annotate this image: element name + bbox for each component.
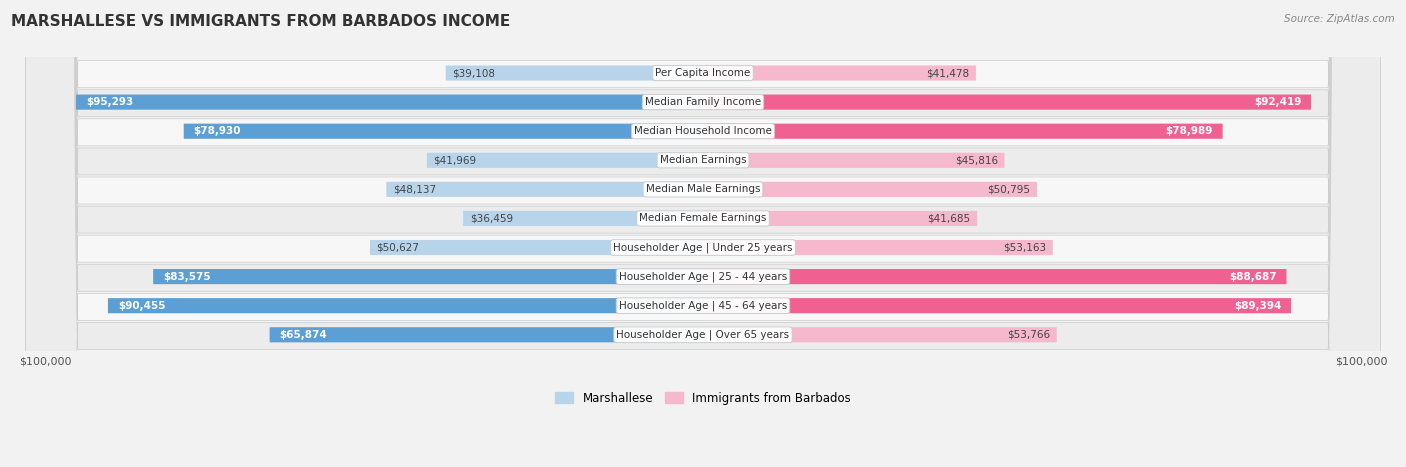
FancyBboxPatch shape [25,0,1381,467]
FancyBboxPatch shape [703,327,1057,342]
Text: Per Capita Income: Per Capita Income [655,68,751,78]
Text: $88,687: $88,687 [1229,272,1277,282]
FancyBboxPatch shape [25,0,1381,467]
FancyBboxPatch shape [25,0,1381,467]
FancyBboxPatch shape [25,0,1381,467]
Text: $83,575: $83,575 [163,272,211,282]
Text: $41,478: $41,478 [927,68,969,78]
Text: $90,455: $90,455 [118,301,166,311]
Text: Householder Age | Under 25 years: Householder Age | Under 25 years [613,242,793,253]
Text: Householder Age | Over 65 years: Householder Age | Over 65 years [616,330,790,340]
Text: $78,989: $78,989 [1166,126,1213,136]
FancyBboxPatch shape [703,211,977,226]
Text: $89,394: $89,394 [1234,301,1281,311]
FancyBboxPatch shape [108,298,703,313]
FancyBboxPatch shape [703,65,976,81]
Text: $50,795: $50,795 [987,184,1031,194]
FancyBboxPatch shape [270,327,703,342]
Text: $50,627: $50,627 [377,242,419,253]
FancyBboxPatch shape [703,298,1291,313]
Text: Median Family Income: Median Family Income [645,97,761,107]
FancyBboxPatch shape [703,153,1004,168]
FancyBboxPatch shape [703,182,1038,197]
FancyBboxPatch shape [703,269,1286,284]
FancyBboxPatch shape [25,0,1381,467]
FancyBboxPatch shape [25,0,1381,467]
Text: $41,685: $41,685 [928,213,970,223]
FancyBboxPatch shape [463,211,703,226]
Text: $39,108: $39,108 [453,68,495,78]
FancyBboxPatch shape [703,94,1310,110]
FancyBboxPatch shape [25,0,1381,467]
Text: $36,459: $36,459 [470,213,513,223]
Text: Householder Age | 45 - 64 years: Householder Age | 45 - 64 years [619,300,787,311]
FancyBboxPatch shape [25,0,1381,467]
Text: MARSHALLESE VS IMMIGRANTS FROM BARBADOS INCOME: MARSHALLESE VS IMMIGRANTS FROM BARBADOS … [11,14,510,29]
FancyBboxPatch shape [153,269,703,284]
FancyBboxPatch shape [427,153,703,168]
Text: $92,419: $92,419 [1254,97,1301,107]
FancyBboxPatch shape [184,124,703,139]
Text: $41,969: $41,969 [433,155,477,165]
FancyBboxPatch shape [446,65,703,81]
Legend: Marshallese, Immigrants from Barbados: Marshallese, Immigrants from Barbados [551,387,855,410]
FancyBboxPatch shape [76,94,703,110]
Text: $78,930: $78,930 [194,126,240,136]
Text: Median Male Earnings: Median Male Earnings [645,184,761,194]
FancyBboxPatch shape [25,0,1381,467]
Text: Median Earnings: Median Earnings [659,155,747,165]
Text: $65,874: $65,874 [280,330,328,340]
FancyBboxPatch shape [25,0,1381,467]
Text: Median Female Earnings: Median Female Earnings [640,213,766,223]
FancyBboxPatch shape [703,124,1223,139]
Text: Source: ZipAtlas.com: Source: ZipAtlas.com [1284,14,1395,24]
FancyBboxPatch shape [387,182,703,197]
FancyBboxPatch shape [703,240,1053,255]
Text: $48,137: $48,137 [392,184,436,194]
Text: Median Household Income: Median Household Income [634,126,772,136]
Text: $53,163: $53,163 [1002,242,1046,253]
Text: Householder Age | 25 - 44 years: Householder Age | 25 - 44 years [619,271,787,282]
Text: $45,816: $45,816 [955,155,998,165]
Text: $95,293: $95,293 [86,97,134,107]
FancyBboxPatch shape [370,240,703,255]
Text: $53,766: $53,766 [1007,330,1050,340]
